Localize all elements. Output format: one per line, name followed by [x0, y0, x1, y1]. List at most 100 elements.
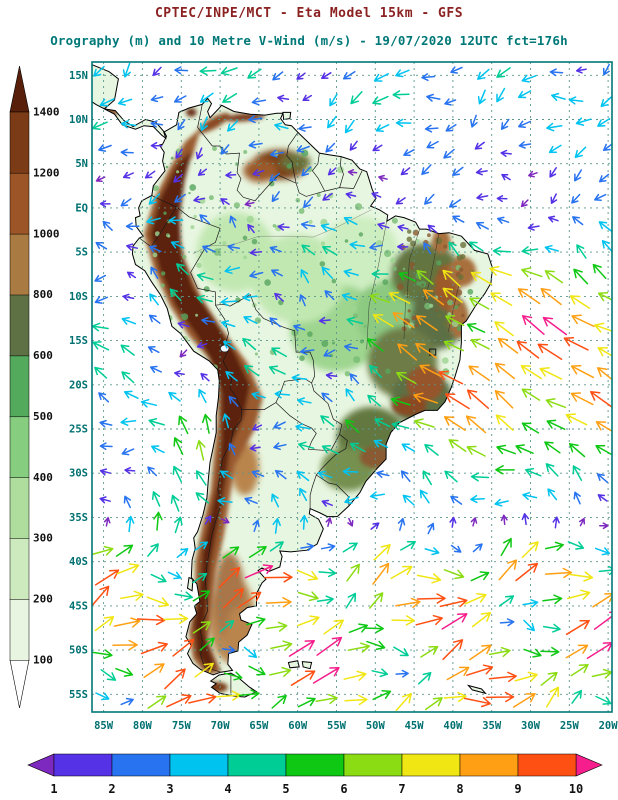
wind-arrow — [573, 268, 589, 285]
wind-arrow — [570, 392, 594, 406]
wind-arrow — [325, 142, 336, 153]
wind-arrow — [224, 265, 241, 274]
wind-arrow — [366, 338, 384, 352]
wind-arrow — [472, 543, 483, 553]
wind-arrow — [269, 149, 285, 158]
wind-arrow — [221, 645, 236, 654]
wind-arrow — [120, 148, 134, 157]
wind-arrow — [416, 270, 434, 285]
wind-arrow — [170, 240, 185, 249]
wind-arrow — [489, 265, 512, 277]
wind-arrow — [94, 616, 115, 632]
wind-arrow — [99, 496, 111, 504]
wind-arrow — [298, 441, 315, 451]
wind-arrow — [342, 467, 359, 476]
wind-arrow — [494, 362, 516, 380]
wind-arrow — [168, 391, 181, 402]
wind-arrow — [403, 149, 415, 157]
orography-colorbar-segment — [9, 355, 30, 418]
wind-arrow — [413, 418, 435, 429]
wind-arrow — [112, 639, 138, 651]
wind-arrow — [102, 220, 113, 231]
wind-arrow — [350, 91, 363, 105]
wind-arrow — [522, 599, 539, 608]
wind-arrow — [400, 541, 416, 551]
wind-arrow — [540, 288, 562, 306]
wind-arrow — [492, 246, 512, 256]
wind-arrow — [312, 667, 340, 684]
lon-tick-label: 20W — [599, 720, 618, 732]
wind-arrow — [514, 671, 538, 682]
wind-arrow — [520, 364, 543, 380]
wind-arrow — [238, 689, 260, 700]
wind-arrow — [572, 216, 584, 226]
wind-arrow — [120, 697, 134, 706]
land-shading — [92, 64, 493, 697]
wind-arrow — [501, 173, 511, 181]
wind-arrow — [400, 470, 411, 483]
wind-arrow — [443, 148, 455, 159]
wind-arrow — [438, 370, 464, 385]
wind-arrow — [140, 641, 168, 655]
wind-arrow — [525, 467, 542, 477]
wind-arrow — [549, 68, 564, 77]
wind-arrow — [150, 141, 163, 150]
wind-arrow — [269, 245, 282, 254]
wind-arrow — [424, 124, 439, 133]
wind-arrow — [372, 562, 390, 585]
wind-arrow — [173, 95, 187, 103]
wind-arrow — [222, 413, 231, 429]
lat-tick-label: 50S — [69, 645, 88, 657]
wind-arrow — [466, 322, 486, 333]
wind-arrow — [220, 297, 238, 307]
wind-arrow — [228, 442, 236, 456]
wind-arrow — [199, 637, 215, 651]
wind-colorbar-right-arrow — [575, 753, 603, 777]
wind-arrow — [568, 571, 594, 582]
wind-arrow — [400, 167, 411, 176]
orography-colorbar-segment — [9, 416, 30, 478]
wind-arrow — [196, 272, 214, 282]
chart-title-field-line: Orography (m) and 10 Metre V-Wind (m/s) … — [50, 33, 568, 48]
wind-arrow — [465, 415, 487, 434]
wind-arrow — [594, 322, 612, 333]
wind-arrow — [274, 469, 287, 480]
lat-tick-label: 30S — [69, 468, 88, 480]
wind-arrow — [140, 398, 158, 408]
wind-arrow — [523, 619, 535, 632]
wind-arrow — [547, 488, 558, 501]
wind-arrow — [346, 563, 360, 582]
wind-arrow — [223, 341, 236, 351]
wind-arrow — [496, 195, 508, 203]
wind-arrow — [327, 115, 337, 129]
wind-arrow — [546, 419, 566, 430]
wind-arrow — [445, 123, 457, 132]
wind-arrow — [477, 68, 490, 80]
wind-arrow — [496, 87, 506, 103]
wind-arrow — [446, 666, 470, 681]
wind-colorbar-label: 7 — [398, 782, 405, 796]
wind-arrow — [471, 612, 492, 628]
wind-arrow — [523, 648, 542, 658]
wind-arrow — [345, 191, 357, 199]
wind-arrow — [220, 66, 238, 76]
wind-arrow — [372, 95, 389, 105]
wind-arrow — [274, 122, 289, 131]
wind-arrow — [227, 120, 239, 132]
wind-arrow — [349, 442, 366, 453]
wind-colorbar-left-arrow — [27, 753, 55, 777]
wind-arrow — [369, 592, 384, 609]
wind-arrow — [395, 69, 410, 78]
wind-arrow — [565, 413, 588, 426]
wind-arrow — [343, 268, 359, 278]
wind-arrow — [148, 193, 161, 205]
lat-tick-label: 10N — [69, 114, 88, 126]
wind-arrow — [597, 346, 612, 357]
wind-arrow — [302, 94, 313, 102]
wind-arrow — [575, 66, 587, 74]
wind-arrow — [296, 569, 319, 581]
wind-arrow — [273, 442, 287, 451]
wind-arrow — [496, 67, 511, 78]
wind-arrow — [427, 522, 435, 535]
wind-arrow — [443, 691, 467, 703]
